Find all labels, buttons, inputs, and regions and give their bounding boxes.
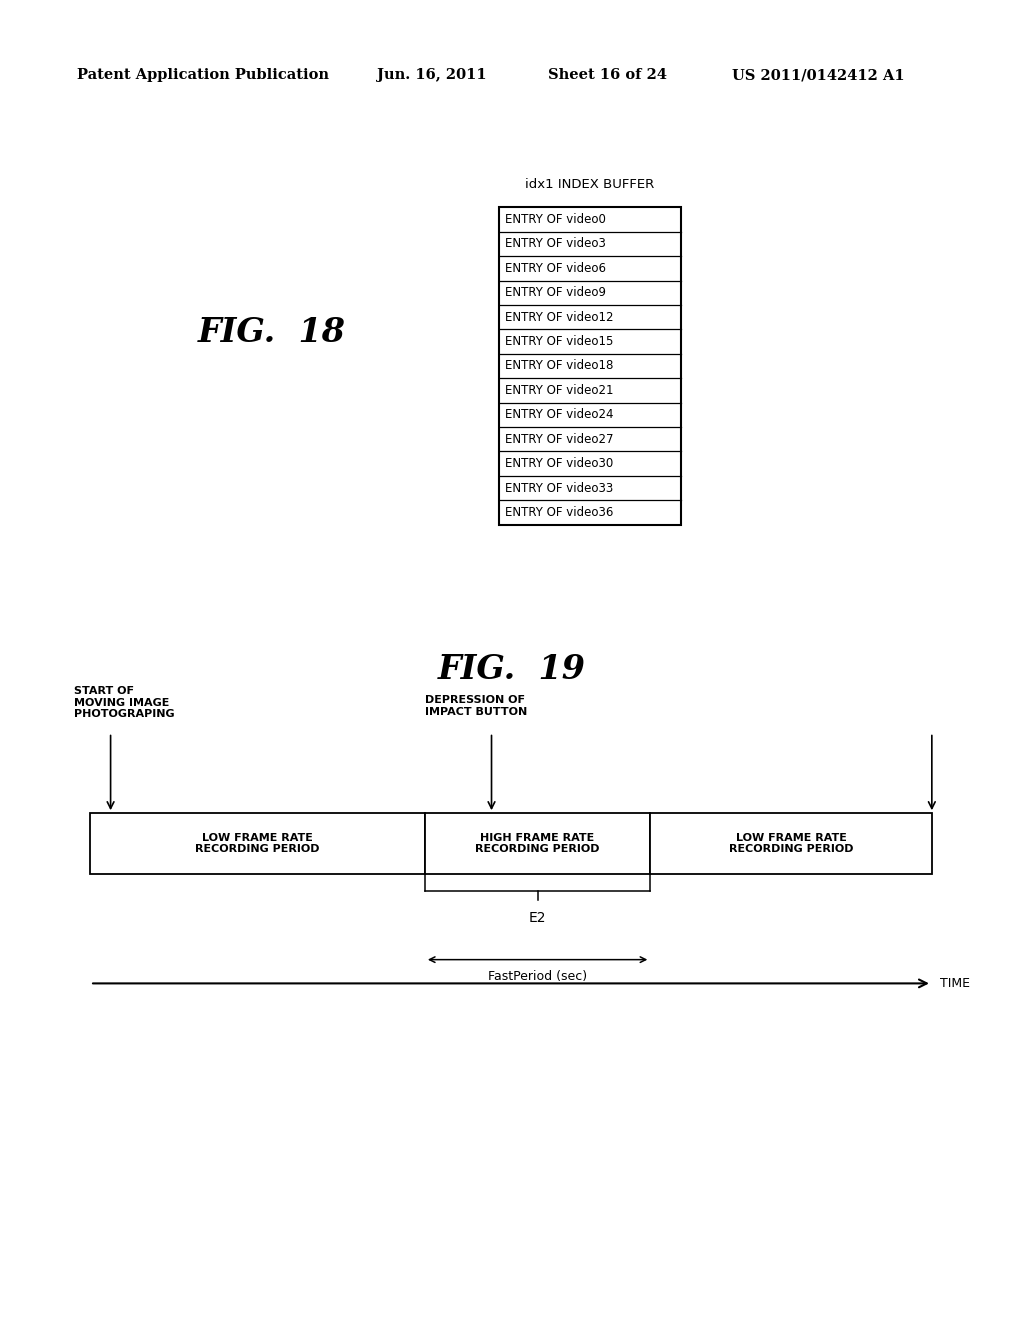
- Text: TIME: TIME: [940, 977, 970, 990]
- Text: FIG.  18: FIG. 18: [198, 315, 345, 348]
- Bar: [90, 813, 425, 874]
- Text: ENTRY OF video27: ENTRY OF video27: [505, 433, 613, 446]
- Text: Sheet 16 of 24: Sheet 16 of 24: [548, 69, 667, 82]
- Text: FastPeriod (sec): FastPeriod (sec): [488, 970, 587, 983]
- Text: ENTRY OF video15: ENTRY OF video15: [505, 335, 613, 348]
- Text: ENTRY OF video6: ENTRY OF video6: [505, 261, 606, 275]
- Text: US 2011/0142412 A1: US 2011/0142412 A1: [732, 69, 905, 82]
- Text: ENTRY OF video33: ENTRY OF video33: [505, 482, 613, 495]
- Bar: [499, 207, 681, 524]
- Bar: [425, 813, 650, 874]
- Text: ENTRY OF video24: ENTRY OF video24: [505, 408, 613, 421]
- Text: E2: E2: [528, 911, 547, 925]
- Text: LOW FRAME RATE
RECORDING PERIOD: LOW FRAME RATE RECORDING PERIOD: [729, 833, 853, 854]
- Text: DEPRESSION OF
IMPACT BUTTON: DEPRESSION OF IMPACT BUTTON: [425, 696, 527, 717]
- Bar: [650, 813, 932, 874]
- Text: Patent Application Publication: Patent Application Publication: [77, 69, 329, 82]
- Text: ENTRY OF video21: ENTRY OF video21: [505, 384, 613, 397]
- Text: ENTRY OF video36: ENTRY OF video36: [505, 506, 613, 519]
- Text: ENTRY OF video0: ENTRY OF video0: [505, 213, 606, 226]
- Text: ENTRY OF video9: ENTRY OF video9: [505, 286, 606, 300]
- Text: FIG.  19: FIG. 19: [438, 653, 586, 686]
- Text: ENTRY OF video12: ENTRY OF video12: [505, 310, 613, 323]
- Text: HIGH FRAME RATE
RECORDING PERIOD: HIGH FRAME RATE RECORDING PERIOD: [475, 833, 600, 854]
- Text: Jun. 16, 2011: Jun. 16, 2011: [377, 69, 486, 82]
- Text: ENTRY OF video18: ENTRY OF video18: [505, 359, 613, 372]
- Text: START OF
MOVING IMAGE
PHOTOGRAPING: START OF MOVING IMAGE PHOTOGRAPING: [74, 686, 174, 719]
- Text: idx1 INDEX BUFFER: idx1 INDEX BUFFER: [525, 178, 654, 191]
- Text: LOW FRAME RATE
RECORDING PERIOD: LOW FRAME RATE RECORDING PERIOD: [196, 833, 319, 854]
- Text: ENTRY OF video3: ENTRY OF video3: [505, 238, 606, 251]
- Text: ENTRY OF video30: ENTRY OF video30: [505, 457, 613, 470]
